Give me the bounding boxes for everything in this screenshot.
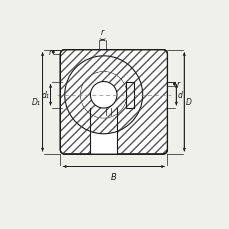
Text: d₁: d₁ — [41, 91, 49, 100]
Bar — [125, 82, 133, 109]
Circle shape — [64, 56, 142, 134]
Bar — [125, 82, 133, 109]
Text: B: B — [111, 172, 116, 181]
Text: r: r — [101, 28, 104, 37]
Text: r: r — [48, 48, 51, 57]
Text: D: D — [185, 98, 191, 107]
Polygon shape — [80, 72, 126, 118]
Bar — [90, 109, 117, 154]
Text: d: d — [176, 91, 181, 100]
Polygon shape — [60, 50, 167, 154]
Polygon shape — [65, 57, 142, 134]
Text: r: r — [106, 119, 110, 128]
Circle shape — [94, 86, 113, 105]
Bar — [125, 82, 133, 109]
Text: D₁: D₁ — [32, 98, 41, 107]
Text: r: r — [176, 80, 179, 89]
Circle shape — [90, 82, 117, 109]
